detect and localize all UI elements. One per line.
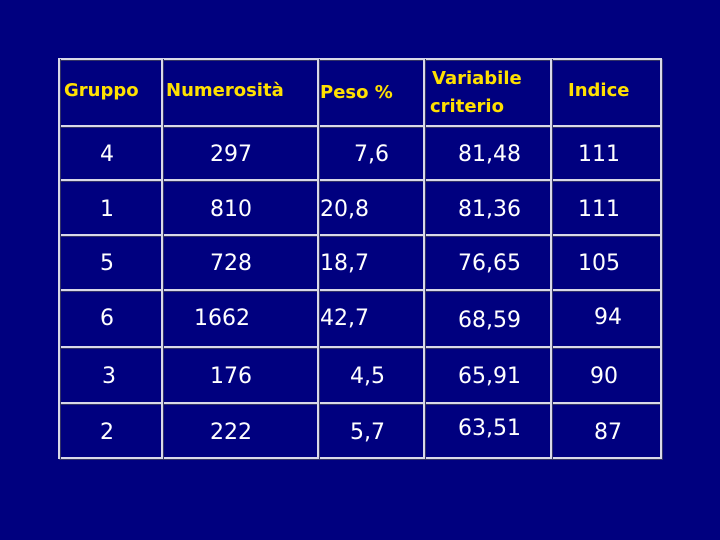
cell-indice: 90: [590, 364, 618, 389]
header-peso: Peso %: [320, 82, 393, 103]
header-gruppo: Gruppo: [64, 80, 139, 101]
header-variabile-line1: Variabile: [432, 68, 522, 89]
cell-gruppo: 1: [100, 197, 114, 222]
cell-peso: 42,7: [320, 306, 369, 331]
cell-indice: 111: [578, 142, 620, 167]
cell-variabile: 68,59: [458, 308, 521, 333]
cell-gruppo: 6: [100, 306, 114, 331]
grid-line: [58, 289, 662, 291]
cell-numerosita: 176: [210, 364, 252, 389]
cell-numerosita: 297: [210, 142, 252, 167]
cell-peso: 5,7: [350, 420, 385, 445]
grid-line: [58, 457, 662, 459]
grid-line: [317, 58, 319, 459]
grid-line: [58, 179, 662, 181]
cell-numerosita: 1662: [194, 306, 250, 331]
data-table: Gruppo Numerosità Peso % Variabile crite…: [58, 58, 662, 459]
grid-line: [58, 58, 662, 60]
cell-gruppo: 2: [100, 420, 114, 445]
cell-variabile: 81,36: [458, 197, 521, 222]
cell-variabile: 63,51: [458, 416, 521, 441]
grid-line: [423, 58, 425, 459]
cell-peso: 4,5: [350, 364, 385, 389]
cell-gruppo: 4: [100, 142, 114, 167]
grid-line: [161, 58, 163, 459]
cell-variabile: 76,65: [458, 251, 521, 276]
cell-variabile: 65,91: [458, 364, 521, 389]
grid-line: [58, 58, 60, 459]
cell-indice: 87: [594, 420, 622, 445]
grid-line: [660, 58, 662, 459]
grid-line: [550, 58, 552, 459]
header-variabile-line2: criterio: [430, 96, 504, 117]
cell-peso: 20,8: [320, 197, 369, 222]
cell-numerosita: 810: [210, 197, 252, 222]
cell-gruppo: 3: [102, 364, 116, 389]
header-indice: Indice: [568, 80, 630, 101]
header-numerosita: Numerosità: [166, 80, 284, 101]
cell-numerosita: 728: [210, 251, 252, 276]
cell-indice: 111: [578, 197, 620, 222]
cell-indice: 94: [594, 305, 622, 330]
cell-gruppo: 5: [100, 251, 114, 276]
cell-variabile: 81,48: [458, 142, 521, 167]
cell-indice: 105: [578, 251, 620, 276]
cell-numerosita: 222: [210, 420, 252, 445]
cell-peso: 7,6: [354, 142, 389, 167]
grid-line: [58, 402, 662, 404]
grid-line: [58, 125, 662, 127]
cell-peso: 18,7: [320, 251, 369, 276]
grid-line: [58, 234, 662, 236]
grid-line: [58, 346, 662, 348]
